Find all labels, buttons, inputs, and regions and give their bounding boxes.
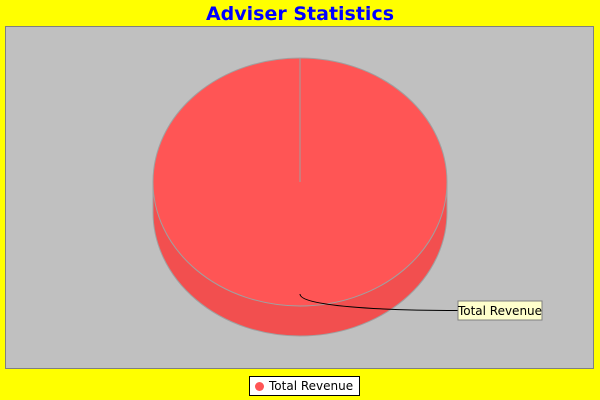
slice-label-box: [457, 300, 543, 321]
pie-chart: Total Revenue: [152, 57, 543, 337]
slice-label: Total Revenue: [457, 304, 542, 318]
plot-area: Total Revenue: [5, 26, 594, 369]
legend-label: Total Revenue: [269, 379, 354, 393]
legend: Total Revenue: [249, 376, 361, 396]
label-leader-line: [299, 293, 459, 311]
legend-swatch: [255, 381, 264, 391]
chart-title: Adviser Statistics: [205, 3, 395, 25]
